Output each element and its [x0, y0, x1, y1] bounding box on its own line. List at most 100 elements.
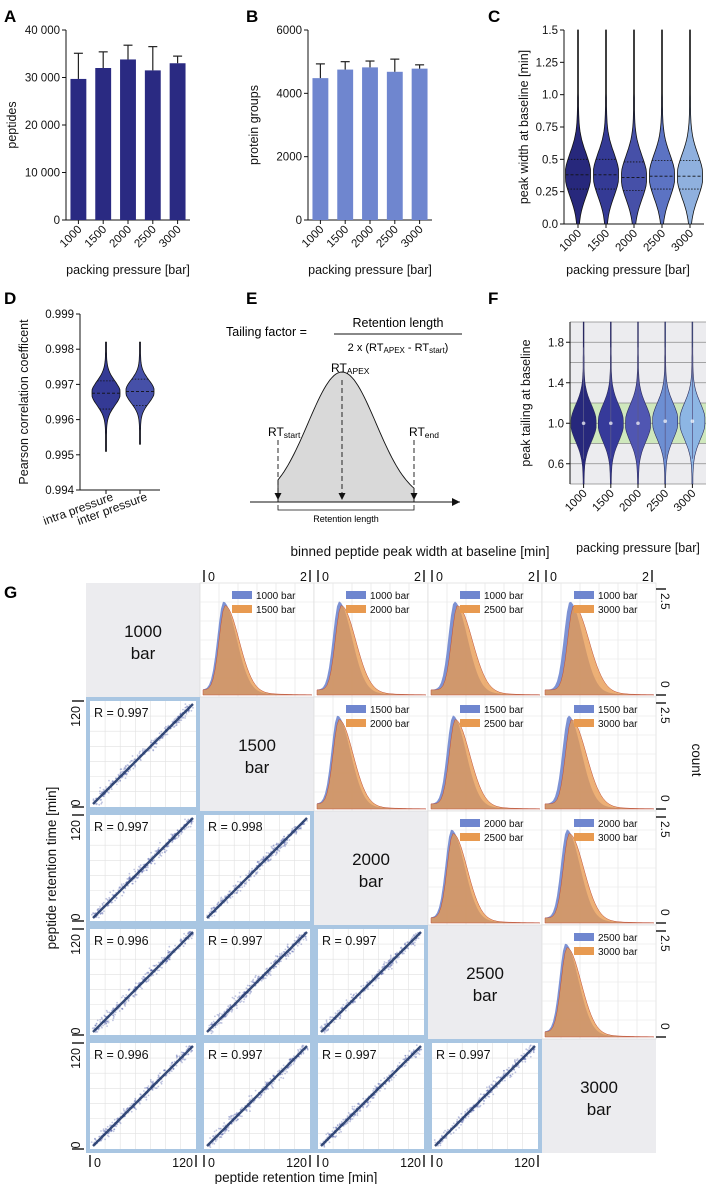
scatter-point — [303, 822, 306, 825]
scatter-point — [124, 773, 127, 775]
scatter-point — [150, 862, 153, 864]
scatter-point — [107, 1020, 110, 1022]
top-tick-label-0: 0 — [550, 570, 557, 584]
scatter-point — [272, 1074, 274, 1077]
scatter-point — [352, 994, 355, 996]
scatter-point — [257, 861, 259, 863]
scatter-point — [235, 1004, 238, 1007]
scatter-point — [378, 977, 380, 980]
scatter-point — [220, 1133, 222, 1136]
scatter-point — [327, 1029, 329, 1031]
scatter-point — [286, 943, 289, 946]
scatter-point — [133, 868, 136, 871]
scatter-point — [159, 841, 161, 844]
scatter-point — [234, 1113, 237, 1116]
scatter-point — [272, 848, 275, 851]
scatter-point — [133, 1107, 136, 1109]
scatter-point — [247, 879, 250, 881]
tailing-factor-numerator: Retention length — [352, 316, 443, 330]
scatter-point — [349, 1118, 352, 1121]
scatter-point — [170, 1070, 173, 1072]
scatter-point — [124, 887, 127, 890]
scatter-point — [274, 960, 276, 962]
scatter-point — [187, 932, 190, 935]
diag-cell-2000 — [314, 811, 428, 925]
scatter-point — [524, 1058, 526, 1061]
scatter-point — [169, 956, 171, 959]
scatter-point — [152, 749, 155, 751]
scatter-point — [242, 992, 245, 994]
scatter-point — [239, 881, 242, 883]
scatter-point — [210, 1023, 213, 1026]
scatter-point — [418, 1053, 421, 1056]
scatter-point — [416, 1051, 419, 1054]
scatter-point — [434, 1141, 437, 1144]
scatter-point — [395, 960, 397, 962]
scatter-point — [113, 1118, 116, 1121]
violin-2000 — [621, 29, 647, 225]
scatter-point — [354, 1000, 356, 1003]
scatter-point — [180, 1060, 183, 1062]
x-tick-label-1500: 1500 — [586, 228, 613, 255]
scatter-point — [278, 1069, 281, 1072]
scatter-point — [214, 1026, 217, 1029]
scatter-point — [490, 1083, 493, 1086]
bottom-tick-label-1: 120 — [514, 1156, 535, 1170]
scatter-point — [285, 954, 288, 957]
scatter-point — [175, 724, 178, 726]
scatter-point — [325, 1019, 328, 1022]
scatter-point — [181, 831, 184, 834]
scatter-point — [275, 842, 278, 845]
scatter-point — [239, 1115, 242, 1117]
scatter-point — [371, 1097, 374, 1099]
scatter-point — [283, 951, 286, 953]
scatter-point — [263, 977, 265, 980]
top-tick-label-1: 2 — [300, 570, 307, 584]
y-tick-label: 0 — [296, 215, 302, 227]
scatter-point — [286, 953, 289, 956]
legend-label-b: 2500 bar — [484, 833, 524, 844]
scatter-point — [134, 1100, 136, 1103]
x-tick-label-1500: 1500 — [325, 224, 352, 251]
scatter-cell-r4-c3: R = 0.997 — [428, 1039, 542, 1153]
scatter-point — [505, 1068, 508, 1071]
scatter-point — [117, 1117, 119, 1120]
scatter-point — [266, 860, 269, 862]
x-axis-label: packing pressure [bar] — [566, 263, 690, 277]
scatter-point — [342, 1004, 345, 1006]
scatter-point — [106, 1020, 108, 1022]
scatter-point — [134, 985, 137, 988]
y-tick-label: 0.0 — [542, 219, 558, 231]
bar-1500 — [95, 68, 112, 220]
scatter-point — [168, 958, 171, 961]
scatter-point — [131, 755, 134, 757]
scatter-point — [99, 1021, 102, 1023]
violin-1500 — [593, 29, 619, 225]
scatter-point — [280, 960, 282, 963]
legend-label-b: 3000 bar — [598, 833, 638, 844]
scatter-point — [286, 945, 289, 948]
scatter-point — [142, 748, 144, 750]
scatter-point — [176, 829, 179, 832]
scatter-point — [168, 951, 171, 953]
scatter-point — [186, 820, 188, 822]
scatter-point — [441, 1140, 443, 1143]
scatter-point — [413, 944, 416, 947]
scatter-point — [97, 1028, 100, 1031]
scatter-point — [366, 981, 369, 984]
scatter-point — [105, 1022, 108, 1025]
scatter-point — [413, 941, 416, 944]
scatter-point — [151, 1081, 154, 1084]
scatter-point — [236, 1119, 238, 1122]
scatter-point — [143, 1090, 145, 1092]
scatter-point — [460, 1123, 462, 1126]
scatter-point — [282, 1077, 285, 1080]
identity-trend-line — [434, 1045, 536, 1147]
scatter-point — [184, 706, 187, 709]
scatter-point — [388, 959, 391, 962]
scatter-point — [94, 1031, 97, 1034]
legend-label-a: 1000 bar — [598, 591, 638, 602]
bottom-tick-label-1: 120 — [286, 1156, 307, 1170]
scatter-point — [123, 1109, 125, 1112]
